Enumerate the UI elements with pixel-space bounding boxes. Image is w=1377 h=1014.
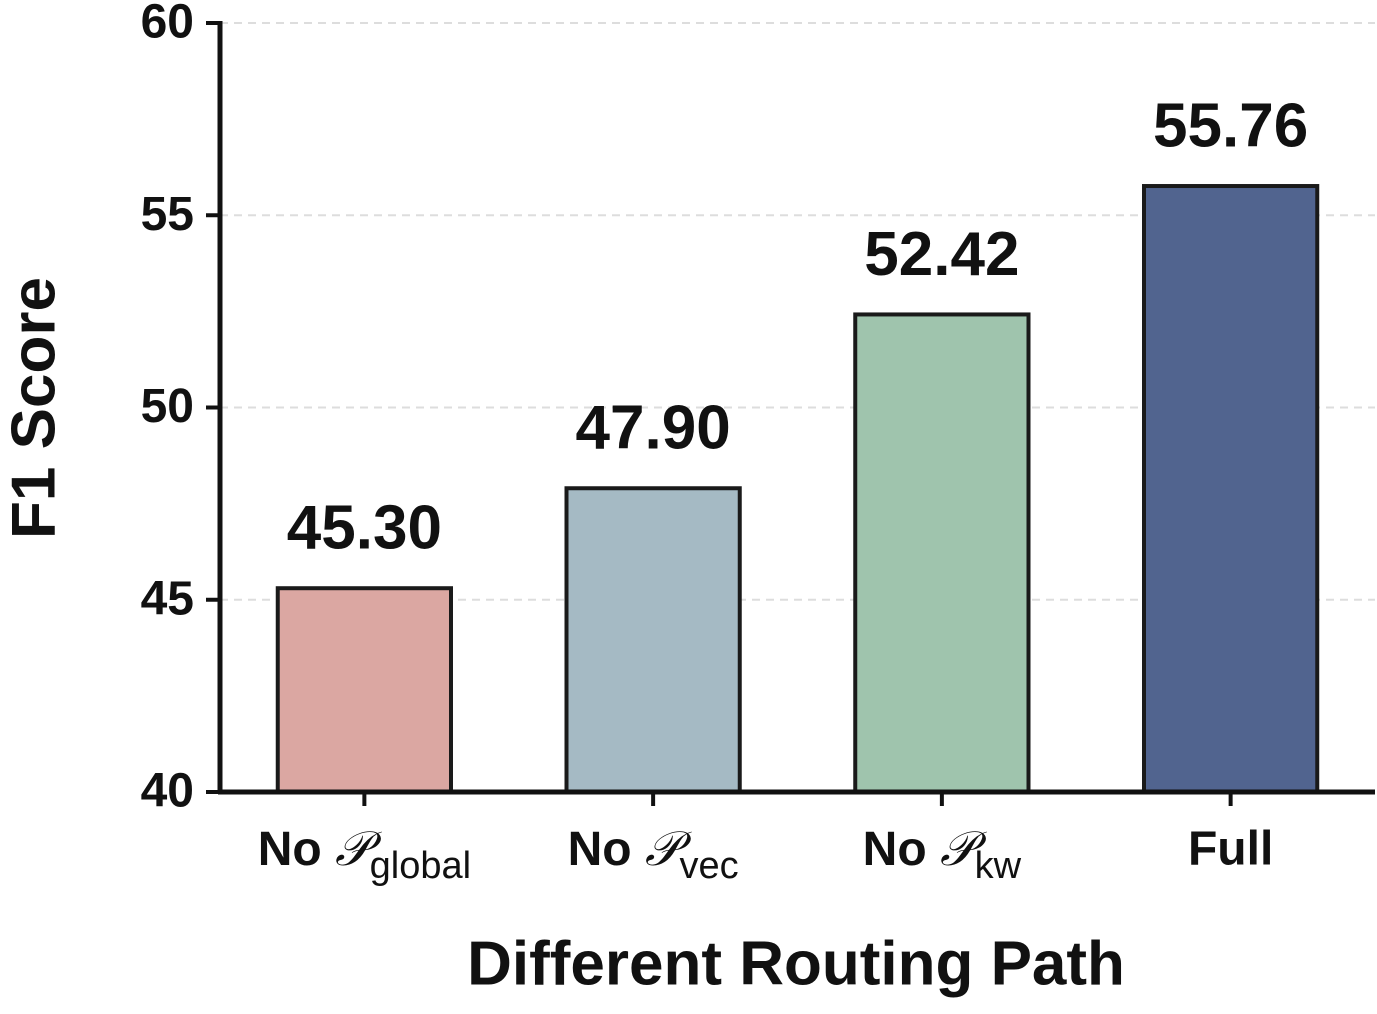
x-tick-label: No 𝒫kw xyxy=(863,821,1022,888)
y-tick-label: 40 xyxy=(141,765,194,818)
bar xyxy=(564,486,742,794)
y-axis-label: F1 Score xyxy=(0,277,68,539)
x-tick-label: Full xyxy=(1188,823,1273,876)
value-label: 55.76 xyxy=(1153,91,1308,160)
bar xyxy=(275,586,453,795)
x-axis-label: Different Routing Path xyxy=(467,929,1125,998)
bar xyxy=(1142,184,1320,794)
x-tick-label: No 𝒫vec xyxy=(568,821,739,888)
bar xyxy=(853,312,1031,794)
value-label: 45.30 xyxy=(287,494,442,563)
x-tick-label: No 𝒫global xyxy=(258,821,471,888)
y-tick-label: 60 xyxy=(141,0,194,49)
y-tick-label: 55 xyxy=(141,188,194,241)
value-label: 47.90 xyxy=(576,394,731,463)
y-tick-label: 45 xyxy=(141,572,194,625)
value-label: 52.42 xyxy=(864,220,1019,289)
y-tick-label: 50 xyxy=(141,380,194,433)
